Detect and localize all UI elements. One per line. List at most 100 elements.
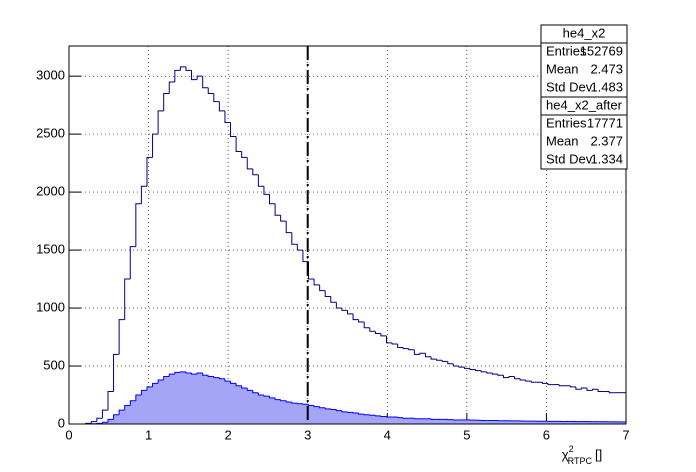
bin-outline <box>224 378 231 382</box>
bin-outline <box>274 397 281 401</box>
bin-outline <box>113 414 120 420</box>
bin-fill <box>319 407 326 424</box>
bin-outline <box>347 310 354 315</box>
bin-outline <box>363 414 370 416</box>
bin-outline <box>291 232 298 245</box>
bin-fill <box>392 417 398 424</box>
stats-key: Entries <box>546 43 587 58</box>
bin-outline <box>413 349 420 355</box>
bin-outline <box>224 110 231 124</box>
bin-fill <box>102 422 109 424</box>
bin-fill <box>297 403 304 424</box>
bin-outline <box>213 93 220 103</box>
bin-outline <box>101 409 108 419</box>
bin-fill <box>263 396 270 424</box>
bin-outline <box>235 383 242 387</box>
bin-outline <box>502 375 510 379</box>
bin-outline <box>580 387 588 390</box>
bin-fill <box>252 392 259 424</box>
bin-outline <box>430 418 437 420</box>
bin-outline <box>263 395 270 397</box>
bin-fill <box>470 420 476 424</box>
bin-fill <box>464 419 471 424</box>
x-tick-label: 2 <box>225 427 232 442</box>
bin-outline <box>146 386 153 391</box>
bin-outline <box>475 369 482 372</box>
bin-outline <box>168 373 175 377</box>
bin-fill <box>197 372 203 424</box>
bin-outline <box>302 250 309 263</box>
bin-outline <box>207 87 214 95</box>
bin-outline <box>358 412 365 415</box>
bin-fill <box>330 409 337 424</box>
bin-outline <box>319 284 326 292</box>
bin-fill <box>559 421 566 424</box>
bin-outline <box>369 414 376 416</box>
bin-outline <box>213 376 220 379</box>
bin-fill <box>135 395 142 424</box>
bin-outline <box>592 388 599 391</box>
bin-fill <box>375 415 382 424</box>
bin-fill <box>442 419 449 424</box>
bin-outline <box>140 185 147 204</box>
bin-outline <box>129 400 136 406</box>
bin-fill <box>353 412 359 424</box>
x-tick-label: 1 <box>145 427 152 442</box>
bin-fill <box>219 378 226 424</box>
bin-fill <box>525 421 532 424</box>
bin-fill <box>509 420 515 424</box>
bin-outline <box>308 261 315 280</box>
bin-fill <box>269 397 276 424</box>
x-axis-label: χ2 RTPC[] <box>562 444 602 466</box>
bin-outline <box>491 372 498 375</box>
bin-fill <box>258 395 265 424</box>
bin-outline <box>313 279 320 286</box>
bin-outline <box>129 246 136 280</box>
bin-fill <box>380 416 387 424</box>
bin-outline <box>202 76 209 89</box>
bin-outline <box>140 389 147 396</box>
bin-outline <box>469 368 476 371</box>
stats-value: 152769 <box>580 43 623 58</box>
bin-outline <box>374 331 381 335</box>
bin-outline <box>196 372 203 375</box>
bin-outline <box>163 375 170 380</box>
bin-fill <box>286 401 293 424</box>
bin-fill <box>453 419 460 424</box>
bin-outline <box>157 110 164 135</box>
bin-fill <box>130 400 137 424</box>
bin-outline <box>358 319 365 323</box>
bin-outline <box>391 342 398 345</box>
bin-outline <box>597 389 604 393</box>
bin-fill <box>397 417 404 424</box>
bin-outline <box>313 405 320 408</box>
bin-outline <box>269 396 276 399</box>
stats-key: Mean <box>546 133 579 148</box>
bin-fill <box>475 420 482 424</box>
stats-key: Std Dev <box>546 151 593 166</box>
bin-outline <box>96 417 103 422</box>
bin-fill <box>514 420 521 424</box>
bin-outline <box>463 367 471 369</box>
bin-outline <box>324 290 331 297</box>
bin-outline <box>257 174 264 187</box>
bin-outline <box>207 375 214 377</box>
bin-fill <box>458 419 465 424</box>
bin-fill <box>325 408 332 424</box>
bin-outline <box>90 421 97 424</box>
plot-frame <box>68 45 627 425</box>
bin-outline <box>547 383 554 386</box>
bin-outline <box>280 399 287 402</box>
stats-value: 2.473 <box>590 61 623 76</box>
bin-fill <box>119 410 125 424</box>
bin-outline <box>280 215 287 222</box>
bin-fill <box>208 376 215 424</box>
bin-outline <box>330 408 337 411</box>
bin-fill <box>230 383 237 424</box>
bin-outline <box>335 302 342 309</box>
bin-fill <box>548 421 554 424</box>
stats-value: 1.334 <box>590 151 623 166</box>
bin-outline <box>174 371 181 375</box>
bin-fill <box>280 400 287 424</box>
bin-outline <box>347 411 354 413</box>
